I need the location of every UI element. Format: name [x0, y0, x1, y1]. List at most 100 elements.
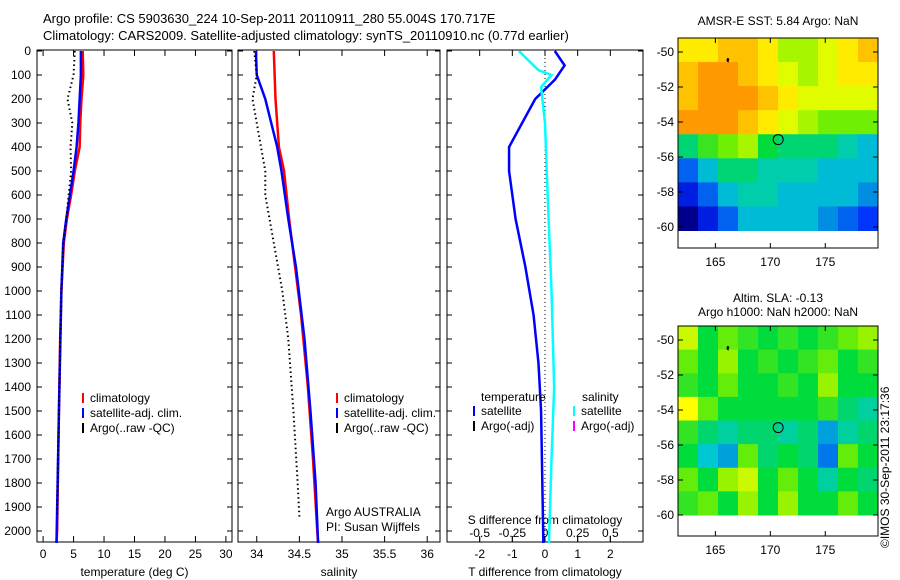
map-cell [778, 182, 799, 207]
map-cell [798, 349, 819, 374]
y-tick-label: 1700 [4, 452, 31, 466]
map-cell [838, 349, 859, 374]
map-cell [758, 182, 779, 207]
map-cell [858, 206, 879, 231]
map-cell [838, 491, 859, 516]
map-cell [738, 420, 759, 445]
map-cell [698, 182, 719, 207]
y-tick-label: 800 [11, 236, 31, 250]
map-title-line-2: Argo h1000: NaN h2000: NaN [698, 305, 858, 319]
y-tick-label: 1900 [4, 500, 31, 514]
map-cell [858, 396, 879, 421]
map-x-tick-label: 170 [760, 543, 780, 557]
map-cell [778, 396, 799, 421]
x-tick-label: 35 [335, 547, 349, 561]
map-cell [738, 349, 759, 374]
x2-tick-label: 0.25 [566, 526, 590, 540]
map-cell [738, 62, 759, 87]
map-cell [798, 110, 819, 135]
map-cell [798, 396, 819, 421]
map-cell [838, 62, 859, 87]
map-cell [738, 206, 759, 231]
map-cell [778, 467, 799, 492]
map-cell [758, 444, 779, 469]
y-tick-label: 600 [11, 188, 31, 202]
map-cell [698, 62, 719, 87]
map-y-tick-label: -54 [657, 403, 675, 417]
legend-swatch [336, 393, 338, 403]
map-cell [718, 326, 739, 351]
map-cell [858, 326, 879, 351]
map-cell [778, 349, 799, 374]
map-cell [718, 467, 739, 492]
x-tick-label: 1 [574, 547, 581, 561]
map-cell [838, 467, 859, 492]
map-cell [718, 491, 739, 516]
map-cell [718, 86, 739, 111]
map-cell [678, 420, 699, 445]
map-cell [798, 491, 819, 516]
map-cell [798, 86, 819, 111]
map-y-tick-label: -50 [657, 45, 675, 59]
map-cell [678, 349, 699, 374]
y-tick-label: 1300 [4, 356, 31, 370]
map-y-tick-label: -54 [657, 115, 675, 129]
x2-tick-label: -0.5 [469, 526, 490, 540]
map-cell [718, 158, 739, 183]
map-cell [818, 182, 839, 207]
x-tick-label: 36 [421, 547, 435, 561]
map-cell [778, 110, 799, 135]
legend-label: Argo(-adj) [481, 419, 534, 433]
y-tick-label: 900 [11, 260, 31, 274]
legend-swatch [473, 406, 475, 416]
map-cell [758, 206, 779, 231]
map-cell [778, 326, 799, 351]
map-cell [838, 373, 859, 398]
map-y-tick-label: -50 [657, 333, 675, 347]
legend-title-temperature: temperature [481, 390, 546, 404]
map-cell [778, 38, 799, 63]
map-y-tick-label: -58 [657, 473, 675, 487]
map-cell [798, 158, 819, 183]
map-cell [798, 326, 819, 351]
map-cell [698, 444, 719, 469]
legend-swatch [82, 408, 84, 418]
map-cell [818, 134, 839, 159]
x2-tick-label: 0.5 [602, 526, 619, 540]
map-cell [818, 62, 839, 87]
map-cell [678, 444, 699, 469]
map-cell [778, 62, 799, 87]
map-cell [818, 420, 839, 445]
map-cell [818, 86, 839, 111]
profile-location-marker [772, 134, 784, 146]
map-y-tick-label: -56 [657, 150, 675, 164]
y-tick-label: 300 [11, 116, 31, 130]
y-tick-label: 1100 [5, 308, 31, 322]
series-t-satellite [507, 50, 567, 544]
map-cell [758, 491, 779, 516]
map-cell [838, 444, 859, 469]
profile-location-marker [772, 422, 784, 434]
map-cell [738, 134, 759, 159]
map-cell [678, 206, 699, 231]
map-cell [718, 182, 739, 207]
legend-swatch [82, 423, 84, 433]
map-y-tick-label: -52 [657, 368, 675, 382]
map-cell [718, 444, 739, 469]
map-cell [858, 62, 879, 87]
map-cell [698, 206, 719, 231]
map-cell [738, 396, 759, 421]
map-cell [738, 326, 759, 351]
timestamp-stamp: ©IMOS 30-Sep-2011 23:17:36 [878, 386, 892, 548]
map-cell [698, 491, 719, 516]
map-cell [778, 491, 799, 516]
map-cell [698, 134, 719, 159]
map-cell [778, 158, 799, 183]
title-line-1: Argo profile: CS 5903630_224 10-Sep-2011… [43, 11, 496, 26]
map-cell [678, 326, 699, 351]
annotation-argo: Argo AUSTRALIA [326, 505, 421, 519]
map-cell [718, 396, 739, 421]
map-cell [838, 38, 859, 63]
map-cell [738, 182, 759, 207]
legend-title-salinity: salinity [582, 390, 619, 404]
